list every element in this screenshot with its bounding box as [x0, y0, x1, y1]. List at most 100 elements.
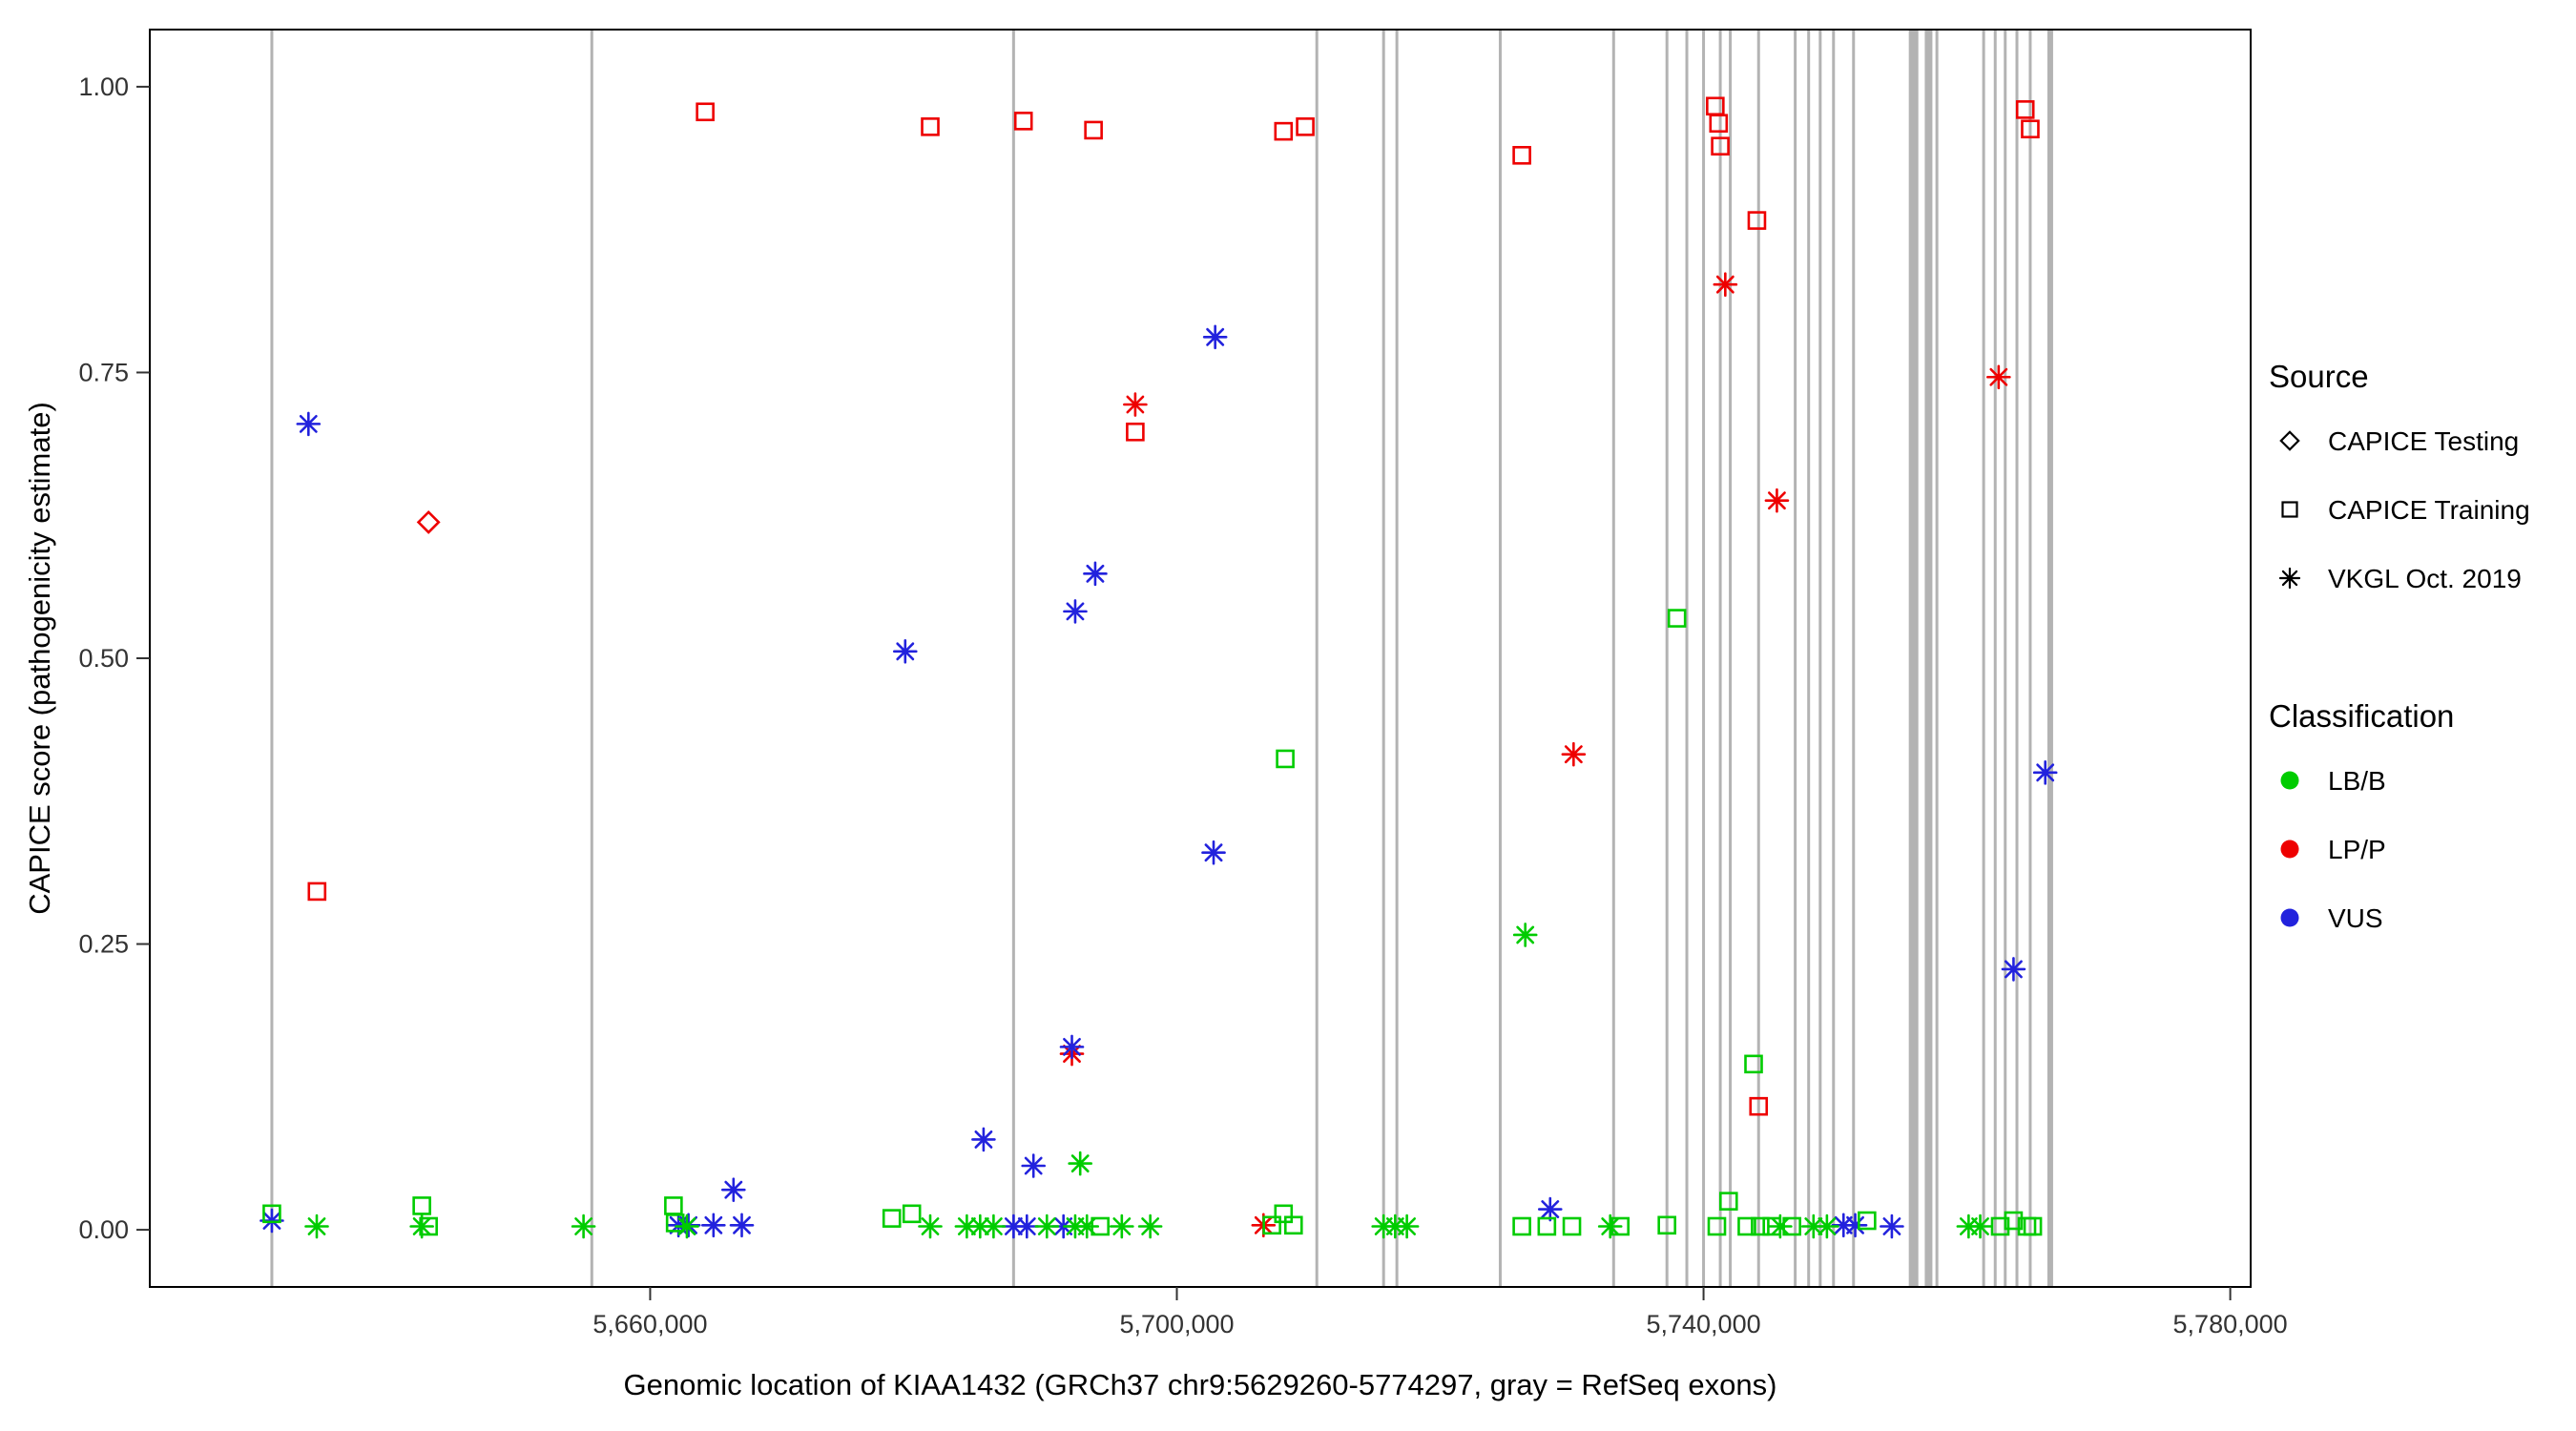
data-point-square [1537, 1216, 1557, 1236]
legend-class-label: LB/B [2328, 766, 2386, 796]
data-point-diamond [416, 509, 441, 534]
data-point-asterisk [701, 1213, 726, 1238]
data-point-square [1711, 136, 1730, 156]
data-point-square [2023, 1216, 2043, 1236]
y-axis-title: CAPICE score (pathogenicity estimate) [23, 402, 56, 915]
data-point-square [1512, 1216, 1531, 1236]
y-tick-label: 0.25 [78, 930, 129, 959]
data-point-asterisk [1597, 1213, 1623, 1239]
data-point-square [2281, 501, 2298, 518]
legend-class-swatch [2280, 840, 2299, 859]
data-point-square [2021, 119, 2040, 139]
legend: Source CAPICE Testing CAPICE Training VKGL… [2269, 359, 2530, 933]
data-points-layer [260, 96, 2058, 1239]
legend-source-items: CAPICE Testing CAPICE Training VKGL Oct. 2… [2278, 426, 2530, 593]
y-tick-label: 0.50 [78, 644, 129, 673]
data-point-asterisk [1512, 923, 1538, 947]
data-point-square [1744, 1054, 1763, 1074]
data-point-square [262, 1204, 281, 1224]
y-tick-label: 0.00 [78, 1215, 129, 1244]
data-point-square [2015, 100, 2035, 119]
data-point-square [1262, 1215, 1281, 1235]
data-point-asterisk [1083, 561, 1108, 587]
data-point-square [1657, 1215, 1676, 1235]
legend-class-label: VUS [2328, 903, 2383, 933]
data-point-asterisk [971, 1127, 996, 1152]
data-point-asterisk [1034, 1213, 1060, 1239]
legend-class-label: LP/P [2328, 835, 2386, 864]
data-point-asterisk [296, 411, 322, 437]
data-point-square [1709, 114, 1729, 134]
data-point-square [1512, 146, 1531, 165]
data-point-asterisk [1202, 324, 1228, 350]
x-tick-label: 5,740,000 [1646, 1310, 1760, 1338]
data-point-square [1013, 112, 1033, 131]
y-tick-label: 1.00 [78, 73, 129, 101]
data-point-square [921, 117, 940, 136]
data-point-diamond [2279, 430, 2300, 451]
data-point-square [1718, 1192, 1738, 1211]
data-point-asterisk [1561, 741, 1587, 767]
data-point-asterisk [675, 1213, 699, 1239]
x-tick-label: 5,660,000 [592, 1310, 707, 1338]
data-point-asterisk [1201, 840, 1226, 865]
data-point-square [1737, 1216, 1756, 1236]
data-point-asterisk [1986, 364, 2011, 390]
data-point-square [1749, 1096, 1769, 1116]
data-point-asterisk [1713, 272, 1738, 297]
data-point-square [1276, 749, 1295, 769]
data-point-asterisk [1137, 1213, 1163, 1239]
exon-lines-layer [270, 31, 2053, 1286]
data-point-asterisk [721, 1177, 746, 1202]
data-point-asterisk [1394, 1213, 1420, 1239]
data-point-asterisk [409, 1213, 434, 1239]
data-point-asterisk [1123, 392, 1148, 417]
data-point-asterisk [1110, 1213, 1134, 1239]
data-point-asterisk [1074, 1213, 1100, 1239]
data-point-square [1084, 120, 1103, 140]
data-point-square [882, 1209, 902, 1228]
legend-classification-items: LB/B LP/P VUS [2280, 766, 2386, 933]
data-point-asterisk [1768, 1213, 1793, 1239]
legend-source-title: Source [2269, 359, 2369, 394]
data-point-asterisk [1815, 1213, 1839, 1239]
x-tick-label: 5,780,000 [2173, 1310, 2288, 1338]
data-point-asterisk [1059, 1034, 1085, 1060]
data-point-asterisk [2278, 567, 2301, 590]
data-point-square [412, 1196, 431, 1215]
data-point-asterisk [918, 1213, 943, 1239]
data-point-square [1274, 1204, 1294, 1224]
data-point-asterisk [1537, 1196, 1563, 1222]
data-point-square [902, 1204, 922, 1224]
data-point-square [1296, 117, 1315, 136]
x-axis-title: Genomic location of KIAA1432 (GRCh37 chr… [624, 1368, 1777, 1401]
legend-class-swatch [2280, 908, 2299, 927]
data-point-square [307, 881, 327, 902]
data-point-square [1126, 422, 1145, 442]
data-point-square [1747, 211, 1767, 230]
data-point-square [664, 1196, 683, 1215]
data-point-asterisk [1842, 1213, 1868, 1238]
data-point-asterisk [2032, 760, 2058, 785]
legend-source-label: CAPICE Testing [2328, 426, 2519, 456]
legend-class-swatch [2280, 771, 2299, 790]
data-point-asterisk [1880, 1213, 1904, 1239]
data-point-asterisk [1967, 1213, 1993, 1239]
data-point-asterisk [981, 1213, 1007, 1239]
legend-source-label: VKGL Oct. 2019 [2328, 564, 2522, 593]
data-point-square [2004, 1211, 2024, 1231]
data-point-asterisk [1021, 1153, 1047, 1178]
x-axis-ticks: 5,660,000 5,700,000 5,740,000 5,780,000 [592, 1287, 2288, 1338]
data-point-square [696, 102, 715, 122]
data-point-asterisk [1068, 1151, 1093, 1176]
data-point-asterisk [1764, 487, 1790, 513]
data-point-asterisk [1014, 1213, 1040, 1239]
y-axis-ticks: 0.00 0.25 0.50 0.75 1.00 [78, 73, 150, 1244]
data-point-square [1707, 1216, 1727, 1236]
legend-classification-title: Classification [2269, 698, 2454, 734]
data-point-asterisk [892, 639, 918, 664]
data-point-square [1858, 1211, 1877, 1231]
data-point-square [1562, 1216, 1582, 1236]
